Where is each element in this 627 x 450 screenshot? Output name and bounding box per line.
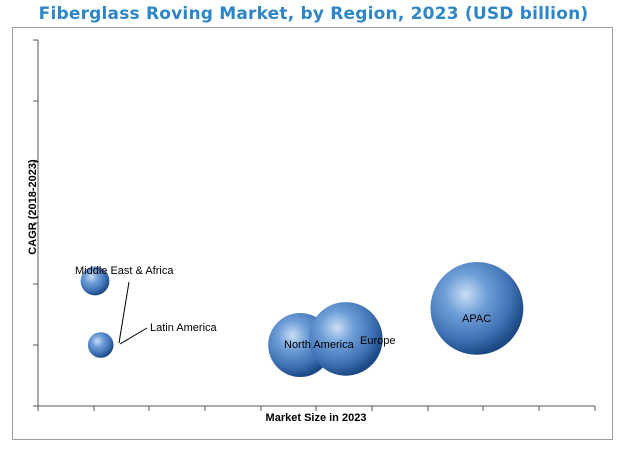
y-axis-label: CAGR (2018-2023) — [27, 159, 39, 255]
label-middle-east-africa: Middle East & Africa — [75, 265, 174, 277]
x-axis-label: Market Size in 2023 — [266, 412, 367, 424]
label-north-america: North America — [284, 339, 355, 351]
bubble-latin-america — [87, 332, 114, 358]
mea-leader-line — [118, 281, 130, 344]
x-axis — [37, 405, 596, 411]
label-europe: Europe — [360, 335, 395, 347]
latam-leader-line — [119, 327, 148, 345]
y-axis — [33, 39, 39, 407]
bubble-europe — [309, 302, 383, 376]
bubble-middle-east-africa — [80, 266, 110, 296]
bubbles-group — [80, 262, 524, 377]
chart-title: Fiberglass Roving Market, by Region, 202… — [38, 4, 589, 24]
bubble-apac — [430, 262, 524, 355]
label-apac: APAC — [462, 313, 491, 325]
label-latin-america: Latin America — [150, 322, 218, 334]
chart-frame — [12, 27, 613, 440]
